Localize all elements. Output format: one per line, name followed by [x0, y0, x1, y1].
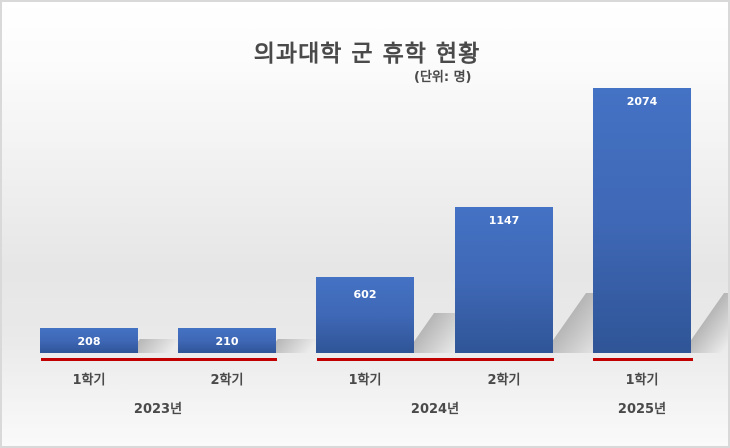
year-label-2024: 2024년: [410, 402, 460, 417]
semester-label: 2학기: [210, 373, 244, 388]
bar-2023-sem2: 210: [178, 328, 276, 353]
bar-value-label: 210: [215, 335, 239, 348]
group-baseline-2024: [317, 358, 554, 361]
unit-label: (단위: 명): [414, 70, 472, 85]
semester-label: 1학기: [625, 373, 659, 388]
semester-label: 1학기: [348, 373, 382, 388]
bar-value-label: 208: [77, 335, 101, 348]
bar-value-label: 602: [353, 288, 377, 301]
bar-2025-sem1: 2074: [593, 88, 691, 353]
group-baseline-2023: [41, 358, 277, 361]
group-baseline-2025: [593, 358, 693, 361]
bar-2024-sem2: 1147: [455, 207, 553, 353]
chart-title: 의과대학 군 휴학 현황: [253, 41, 481, 67]
year-label-2025: 2025년: [617, 402, 667, 417]
semester-label: 1학기: [72, 373, 106, 388]
bar-value-label: 1147: [488, 214, 520, 227]
bar-value-label: 2074: [626, 95, 658, 108]
semester-label: 2학기: [487, 373, 521, 388]
bar-2023-sem1: 208: [40, 328, 138, 353]
year-label-2023: 2023년: [133, 402, 183, 417]
bar-2024-sem1: 602: [316, 277, 414, 353]
